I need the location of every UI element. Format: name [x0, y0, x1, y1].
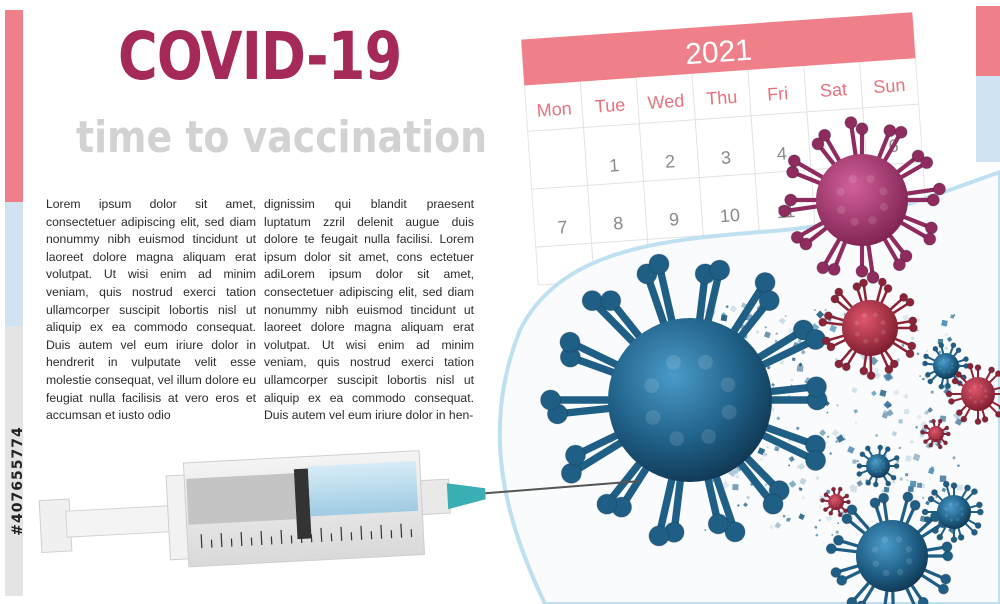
right-blue-virus-icon	[921, 480, 984, 544]
magenta-virus-icon	[778, 116, 946, 284]
calendar-day: 2	[664, 151, 675, 172]
calendar-weekday: Wed	[647, 90, 685, 113]
calendar-day: 7	[557, 217, 568, 238]
body-text-column-1: Lorem ipsum dolor sit amet, consectetuer…	[46, 197, 257, 423]
small-red-virus-icon	[945, 362, 1000, 426]
calendar-day: 1	[609, 155, 620, 176]
large-blue-virus-icon	[540, 253, 828, 547]
page-subtitle: time to vaccination	[76, 112, 488, 163]
left-pink-stripe	[5, 10, 23, 202]
calendar-weekday: Thu	[706, 87, 738, 109]
body-text-column-2: dignissim qui blandit praesent luptatum …	[264, 197, 474, 423]
right-pink-stripe	[976, 6, 1000, 76]
calendar-weekday: Tue	[594, 95, 626, 117]
edge-red-virus-icon	[819, 486, 851, 518]
red-virus-icon	[818, 277, 918, 381]
calendar-weekday: Sat	[819, 79, 847, 101]
calendar-day: 3	[720, 147, 731, 168]
page-title: COVID-19	[118, 18, 402, 95]
left-blue-stripe	[5, 202, 23, 326]
calendar-year: 2021	[684, 34, 753, 72]
tiny-blue-virus-icon	[856, 444, 900, 488]
left-grey-stripe	[5, 326, 23, 596]
calendar-day: 10	[719, 205, 740, 226]
calendar-day: 9	[668, 209, 679, 230]
tiny-red-virus-icon	[919, 418, 951, 450]
calendar-weekday: Mon	[536, 98, 572, 120]
calendar-day: 8	[613, 213, 624, 234]
calendar-header-bar	[521, 12, 916, 86]
calendar-weekday: Sun	[873, 75, 906, 97]
calendar-day: 4	[776, 143, 787, 164]
calendar-weekday: Fri	[766, 83, 788, 104]
syringe-icon	[38, 450, 640, 568]
right-blue-stripe	[976, 76, 1000, 162]
